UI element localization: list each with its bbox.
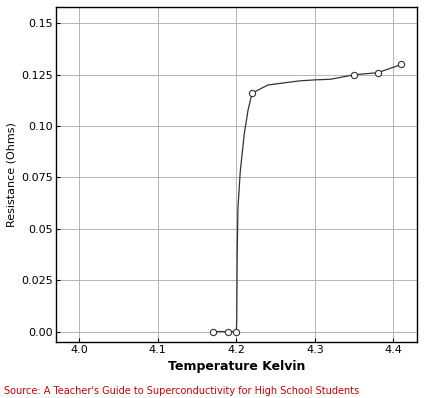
X-axis label: Temperature Kelvin: Temperature Kelvin <box>167 360 305 373</box>
Y-axis label: Resistance (Ohms): Resistance (Ohms) <box>7 122 17 227</box>
Text: Source: A Teacher's Guide to Superconductivity for High School Students: Source: A Teacher's Guide to Superconduc… <box>4 386 360 396</box>
